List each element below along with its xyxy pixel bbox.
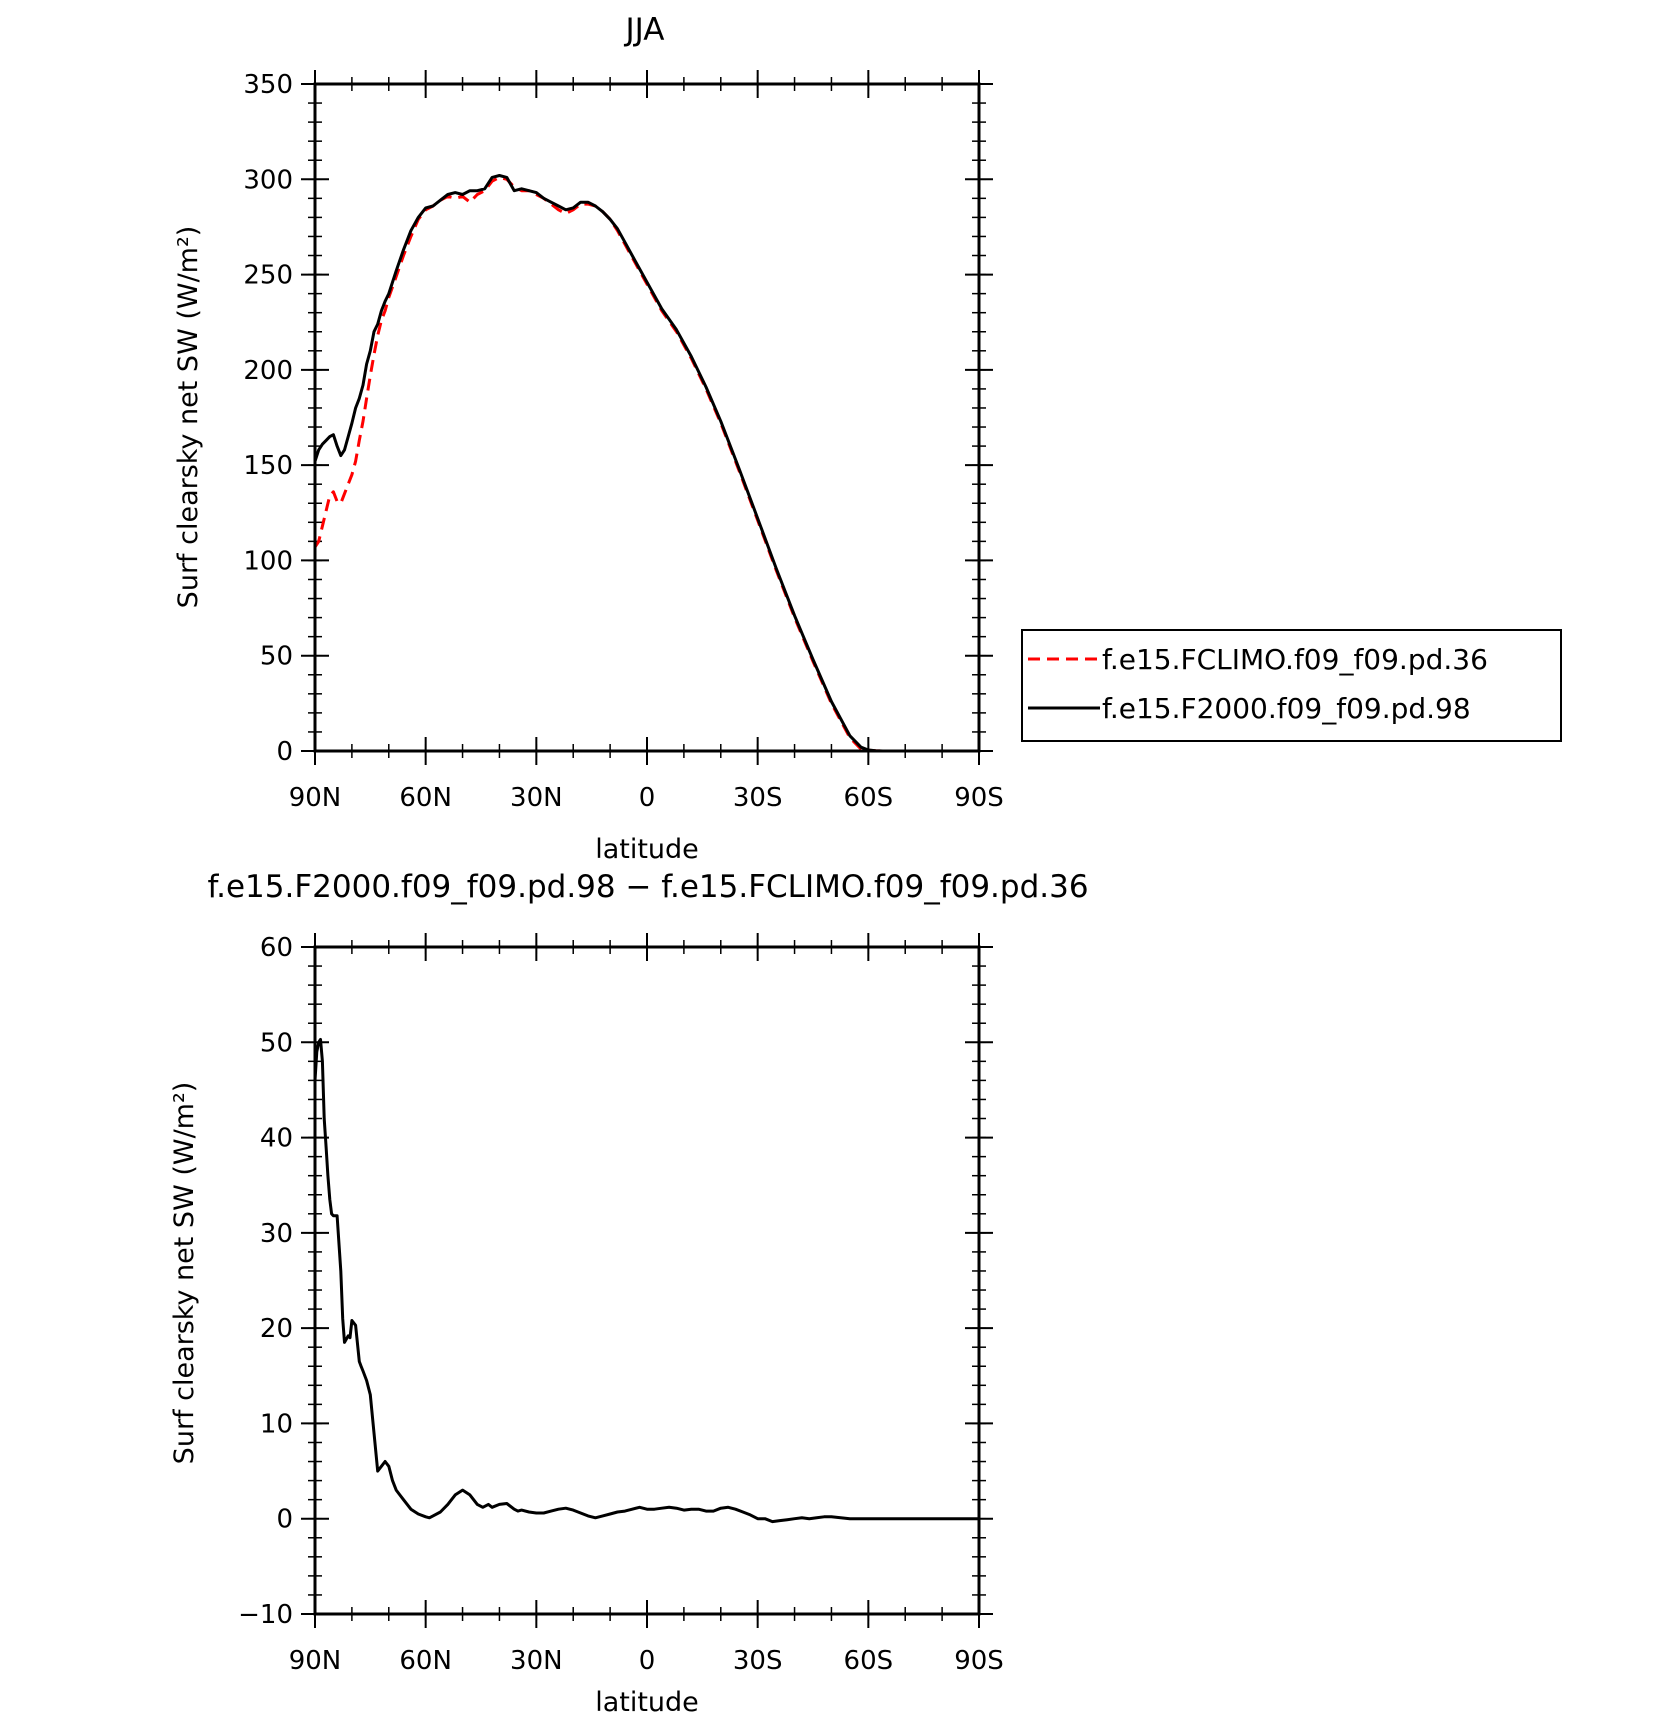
top-x-tick-labels: 90N 60N 30N 0 30S 60S 90S (289, 783, 1004, 813)
top-y-tick-label: 50 (260, 642, 293, 672)
bottom-x-tick-label: 90N (289, 1646, 342, 1676)
top-y-tick-label: 250 (243, 261, 293, 291)
bottom-y-tick-label: 10 (260, 1409, 293, 1439)
bottom-x-tick-label: 0 (639, 1646, 656, 1676)
bottom-plot-frame (313, 945, 981, 1616)
bottom-panel-title: f.e15.F2000.f09_f09.pd.98 − f.e15.FCLIMO… (207, 869, 1088, 905)
top-x-tick-label: 60S (844, 783, 894, 813)
top-x-axis-title: latitude (595, 834, 699, 865)
bottom-y-tick-labels: −10 0 10 20 30 40 50 60 (238, 933, 293, 1630)
top-y-tick-label: 150 (243, 451, 293, 481)
bottom-x-tick-label: 60N (399, 1646, 452, 1676)
top-x-tick-label: 30N (510, 783, 563, 813)
bottom-x-tick-label: 90S (954, 1646, 1004, 1676)
bottom-series-line-1 (313, 1037, 979, 1524)
top-x-tick-label: 90S (954, 783, 1004, 813)
top-plot-frame (313, 82, 981, 753)
top-y-tick-label: 350 (243, 70, 293, 100)
legend-label-series-2: f.e15.F2000.f09_f09.pd.98 (1102, 692, 1471, 725)
bottom-y-tick-label: −10 (238, 1600, 293, 1630)
top-y-tick-label: 300 (243, 165, 293, 195)
bottom-panel: f.e15.F2000.f09_f09.pd.98 − f.e15.FCLIMO… (169, 869, 1089, 1718)
bottom-y-tick-label: 0 (276, 1505, 293, 1535)
legend: f.e15.FCLIMO.f09_f09.pd.36 f.e15.F2000.f… (1021, 629, 1562, 742)
top-series-line-2 (313, 174, 979, 753)
bottom-x-tick-label: 60S (844, 1646, 894, 1676)
top-series-lines (313, 174, 979, 753)
bottom-series-lines (313, 1037, 979, 1524)
top-x-tick-label: 30S (733, 783, 783, 813)
bottom-y-axis-title: Surf clearsky net SW (W/m²) (169, 1082, 200, 1465)
top-x-tick-label: 90N (289, 783, 342, 813)
bottom-x-tick-label: 30N (510, 1646, 563, 1676)
top-axis-ticks (301, 70, 993, 765)
top-y-tick-labels: 0 50 100 150 200 250 300 350 (243, 70, 293, 767)
top-x-tick-label: 0 (639, 783, 656, 813)
top-x-tick-label: 60N (399, 783, 452, 813)
top-y-axis-title: Surf clearsky net SW (W/m²) (173, 226, 204, 609)
top-panel: JJA 0 50 100 150 200 250 300 350 90N 60N 30N 0 30S 6… (173, 12, 1004, 865)
top-y-tick-label: 0 (276, 737, 293, 767)
bottom-x-tick-labels: 90N 60N 30N 0 30S 60S 90S (289, 1646, 1004, 1676)
bottom-y-tick-label: 60 (260, 933, 293, 963)
bottom-y-tick-label: 50 (260, 1028, 293, 1058)
top-y-tick-label: 100 (243, 546, 293, 576)
bottom-axis-ticks (301, 933, 993, 1628)
top-series-line-1 (313, 175, 979, 753)
legend-label-series-1: f.e15.FCLIMO.f09_f09.pd.36 (1102, 643, 1488, 676)
bottom-y-tick-label: 30 (260, 1219, 293, 1249)
legend-box (1021, 629, 1562, 742)
bottom-x-axis-title: latitude (595, 1687, 699, 1718)
bottom-x-tick-label: 30S (733, 1646, 783, 1676)
bottom-y-tick-label: 40 (260, 1124, 293, 1154)
top-panel-title: JJA (624, 12, 665, 48)
bottom-y-tick-label: 20 (260, 1314, 293, 1344)
top-y-tick-label: 200 (243, 356, 293, 386)
